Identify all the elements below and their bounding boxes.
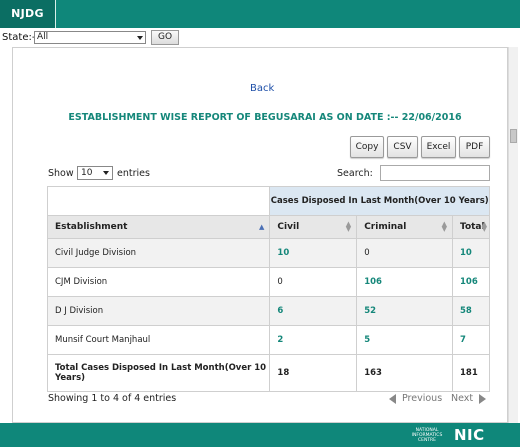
column-header-civil[interactable]: Civil ▲ ▼ (269, 215, 358, 239)
table-row: Civil Judge Division 10 0 10 (46, 238, 490, 268)
civil-count-link[interactable]: 2 (269, 325, 358, 355)
go-button[interactable]: GO (151, 30, 179, 45)
column-header-label: Establishment (55, 222, 128, 232)
column-header-criminal[interactable]: Criminal ▲ ▼ (356, 215, 453, 239)
next-arrow-icon[interactable] (479, 394, 486, 404)
sort-icon: ▲ ▼ (481, 220, 487, 233)
total-civil: 18 (269, 354, 358, 392)
group-header: Cases Disposed In Last Month(Over 10 Yea… (269, 186, 490, 216)
csv-button[interactable]: CSV (387, 136, 418, 158)
entries-label: entries (117, 168, 150, 179)
criminal-count-link[interactable]: 106 (356, 267, 453, 297)
table-row: D J Division 6 52 58 (46, 296, 490, 326)
showing-info: Showing 1 to 4 of 4 entries (48, 393, 177, 404)
previous-arrow-icon[interactable] (389, 394, 396, 404)
search-input[interactable] (380, 165, 490, 181)
establishment-cell: Munsif Court Manjhaul (46, 325, 271, 355)
brand-logo[interactable]: NJDG (0, 0, 56, 28)
total-count-link[interactable]: 58 (452, 296, 490, 326)
previous-button[interactable]: Previous (402, 393, 443, 404)
sort-icon: ▲ ▼ (345, 220, 352, 233)
column-header-total[interactable]: Total ▲ ▼ (452, 215, 490, 239)
civil-count-link[interactable]: 10 (269, 238, 358, 268)
table-row: CJM Division 0 106 106 (46, 267, 490, 297)
report-title: ESTABLISHMENT WISE REPORT OF BEGUSARAI A… (68, 112, 462, 123)
civil-count: 0 (269, 267, 358, 297)
total-count-link[interactable]: 10 (452, 238, 490, 268)
establishment-cell: CJM Division (46, 267, 271, 297)
establishment-cell: Civil Judge Division (46, 238, 271, 268)
show-label: Show (48, 168, 74, 179)
total-count-link[interactable]: 106 (452, 267, 490, 297)
search-label: Search: (337, 168, 373, 179)
next-button[interactable]: Next (451, 393, 474, 404)
state-select[interactable]: All (34, 31, 146, 44)
copy-button[interactable]: Copy (350, 136, 384, 158)
nic-logo: NIC (454, 426, 485, 444)
civil-count-link[interactable]: 6 (269, 296, 358, 326)
criminal-count-link[interactable]: 52 (356, 296, 453, 326)
top-bar: NJDG (0, 0, 520, 28)
column-header-label: Total (460, 222, 485, 232)
state-filter-bar: State:- All GO (0, 28, 520, 46)
footer-bar (0, 423, 520, 447)
total-count-link[interactable]: 7 (452, 325, 490, 355)
total-criminal: 163 (356, 354, 453, 392)
back-link[interactable]: Back (250, 83, 275, 94)
excel-button[interactable]: Excel (421, 136, 456, 158)
criminal-count: 0 (356, 238, 453, 268)
report-table: Cases Disposed In Last Month(Over 10 Yea… (46, 186, 490, 392)
nic-org-text: NATIONAL INFORMATICS CENTRE (411, 428, 443, 443)
total-row-label: Total Cases Disposed In Last Month(Over … (46, 354, 271, 392)
column-header-label: Criminal (364, 222, 407, 232)
vertical-scrollbar[interactable] (508, 47, 518, 423)
column-header-establishment[interactable]: Establishment ▲ (46, 215, 271, 239)
establishment-cell: D J Division (46, 296, 271, 326)
column-header-label: Civil (277, 222, 300, 232)
pdf-button[interactable]: PDF (459, 136, 490, 158)
entries-select[interactable]: 10 (77, 166, 113, 180)
criminal-count-link[interactable]: 5 (356, 325, 453, 355)
total-row: Total Cases Disposed In Last Month(Over … (46, 354, 490, 392)
table-row: Munsif Court Manjhaul 2 5 7 (46, 325, 490, 355)
state-select-value: All (37, 32, 49, 42)
sort-asc-icon: ▲ (259, 223, 265, 231)
state-label: State:- (2, 32, 36, 43)
total-total: 181 (452, 354, 490, 392)
sort-icon: ▲ ▼ (441, 220, 447, 233)
chevron-down-icon (137, 36, 143, 40)
scrollbar-thumb[interactable] (510, 129, 517, 143)
chevron-down-icon (103, 171, 109, 175)
entries-select-value: 10 (81, 168, 93, 178)
